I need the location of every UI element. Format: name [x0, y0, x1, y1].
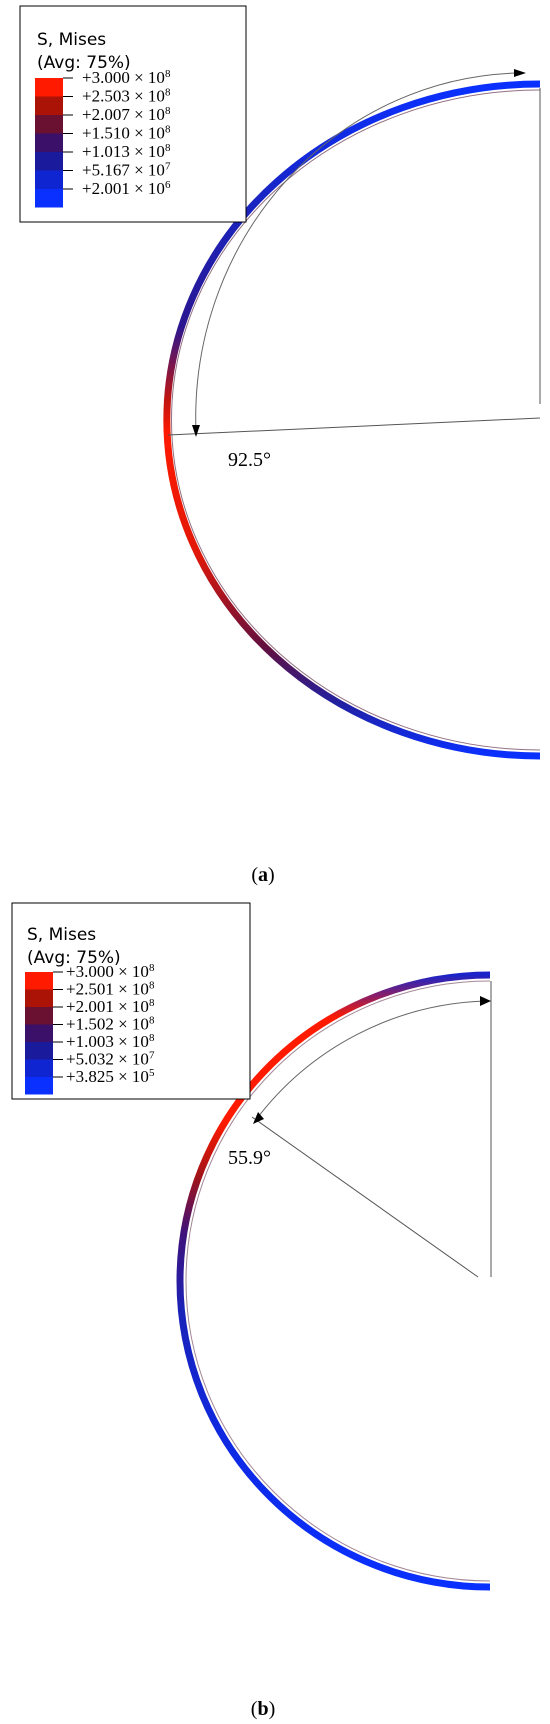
legend-exponent: 7 — [149, 1050, 155, 1062]
legend-a: S, Mises (Avg: 75%) +3.000 × 108+2.503 ×… — [19, 5, 247, 223]
legend-exponent: 8 — [149, 962, 155, 974]
legend-value-label: +2.001 × 106 — [82, 179, 171, 198]
ring-a — [163, 80, 541, 760]
legend-value-label: +3.000 × 108 — [66, 962, 155, 981]
legend-exponent: 8 — [165, 105, 171, 117]
caption-b-open: ( — [251, 1698, 258, 1720]
ring-a-edge — [171, 89, 541, 751]
arrowhead-a-bottom — [192, 425, 200, 437]
legend-value-label: +3.000 × 108 — [82, 68, 171, 87]
caption-a-letter: a — [258, 864, 268, 886]
legend-mantissa: +3.000 × 10 — [66, 962, 149, 981]
caption-a-open: ( — [251, 864, 258, 886]
legend-swatch — [25, 1024, 53, 1042]
legend-mantissa: +2.001 × 10 — [82, 179, 165, 198]
arrowhead-b-top — [480, 996, 491, 1006]
panel-b: 55.9° S, Mises (Avg: 75%) +3.000 × 108+2… — [11, 902, 492, 1720]
caption-b-close: ) — [269, 1698, 276, 1720]
legend-swatch — [25, 1007, 53, 1025]
legend-mantissa: +1.013 × 10 — [82, 142, 165, 161]
legend-value-label: +3.825 × 105 — [66, 1067, 155, 1086]
ring-b-edge — [185, 980, 491, 1582]
legend-exponent: 8 — [165, 87, 171, 99]
arrowhead-b-bottom — [253, 1112, 264, 1124]
legend-swatch — [35, 78, 63, 97]
legend-exponent: 6 — [165, 179, 171, 191]
angle-label-b: 55.9° — [228, 1147, 271, 1169]
legend-value-label: +2.001 × 108 — [66, 997, 155, 1016]
legend-value-label: +1.502 × 108 — [66, 1015, 155, 1034]
legend-exponent: 8 — [165, 142, 171, 154]
legend-exponent: 8 — [165, 124, 171, 136]
legend-subtitle-a: (Avg: 75%) — [37, 53, 131, 73]
legend-mantissa: +2.007 × 10 — [82, 105, 165, 124]
dimension-line-radial-b — [251, 1116, 479, 1278]
legend-mantissa: +1.510 × 10 — [82, 124, 165, 143]
legend-value-label: +2.501 × 108 — [66, 980, 155, 999]
legend-mantissa: +5.167 × 10 — [82, 161, 165, 180]
arrowhead-a-top — [514, 69, 526, 77]
legend-value-label: +5.167 × 107 — [82, 161, 171, 180]
legend-value-label: +1.003 × 108 — [66, 1032, 155, 1051]
ring-b — [176, 971, 491, 1591]
angle-label-a: 92.5° — [228, 449, 271, 471]
legend-value-label: +2.007 × 108 — [82, 105, 171, 124]
legend-title-b: S, Mises — [27, 925, 96, 945]
legend-mantissa: +5.032 × 10 — [66, 1050, 149, 1069]
legend-swatch — [25, 989, 53, 1007]
legend-mantissa: +3.000 × 10 — [82, 68, 165, 87]
legend-mantissa: +2.501 × 10 — [66, 980, 149, 999]
legend-swatch — [25, 972, 53, 990]
legend-value-label: +1.510 × 108 — [82, 124, 171, 143]
legend-exponent: 8 — [149, 1032, 155, 1044]
legend-swatch — [35, 133, 63, 152]
dimension-arc-a — [195, 72, 519, 433]
legend-rows-b: +3.000 × 108+2.501 × 108+2.001 × 108+1.5… — [25, 962, 155, 1095]
legend-exponent: 8 — [149, 980, 155, 992]
dimension-line-radial-a — [167, 417, 541, 436]
legend-mantissa: +1.502 × 10 — [66, 1015, 149, 1034]
legend-exponent: 8 — [149, 997, 155, 1009]
legend-mantissa: +2.503 × 10 — [82, 87, 165, 106]
legend-swatch — [35, 170, 63, 189]
legend-exponent: 5 — [149, 1067, 155, 1079]
legend-subtitle-b: (Avg: 75%) — [27, 948, 121, 968]
legend-swatch — [35, 189, 63, 208]
legend-mantissa: +2.001 × 10 — [66, 997, 149, 1016]
caption-b: (b) — [251, 1698, 275, 1720]
legend-swatch — [35, 152, 63, 171]
legend-exponent: 7 — [165, 161, 171, 173]
legend-mantissa: +1.003 × 10 — [66, 1032, 149, 1051]
panel-a: 92.5° S, Mises (Avg: 75%) +3.000 × 108+2… — [19, 5, 541, 886]
legend-swatch — [25, 1077, 53, 1095]
legend-title-a: S, Mises — [37, 30, 106, 50]
caption-a: (a) — [251, 864, 274, 886]
caption-b-letter: b — [257, 1698, 268, 1720]
legend-value-label: +2.503 × 108 — [82, 87, 171, 106]
legend-exponent: 8 — [149, 1015, 155, 1027]
legend-value-label: +1.013 × 108 — [82, 142, 171, 161]
caption-a-close: ) — [268, 864, 275, 886]
legend-b: S, Mises (Avg: 75%) +3.000 × 108+2.501 ×… — [11, 902, 251, 1100]
legend-swatch — [25, 1042, 53, 1060]
legend-swatch — [35, 115, 63, 134]
legend-rows-a: +3.000 × 108+2.503 × 108+2.007 × 108+1.5… — [35, 68, 171, 208]
dimension-arc-b — [254, 1000, 486, 1122]
legend-exponent: 8 — [165, 68, 171, 80]
legend-value-label: +5.032 × 107 — [66, 1050, 155, 1069]
legend-swatch — [25, 1059, 53, 1077]
legend-mantissa: +3.825 × 10 — [66, 1067, 149, 1086]
legend-swatch — [35, 96, 63, 115]
